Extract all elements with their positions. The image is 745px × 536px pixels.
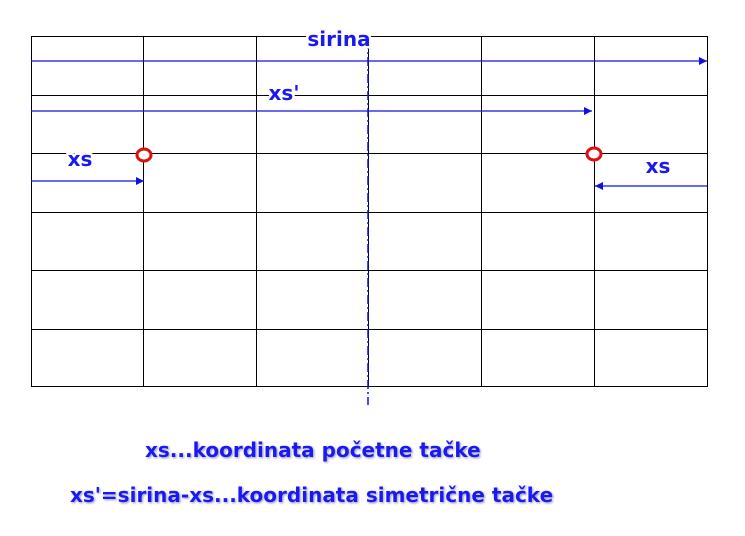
start-coord-label-left: xs xyxy=(68,147,93,171)
width-label: sirina xyxy=(307,27,370,51)
mirrored-coord-label: xs' xyxy=(269,81,300,105)
grid-border xyxy=(31,36,708,387)
start-point-caption: xs...koordinata početne tačke xyxy=(145,438,481,462)
grid-table xyxy=(31,36,708,387)
start-point-marker xyxy=(135,147,153,163)
symmetric-point-marker xyxy=(585,146,603,162)
symmetric-point-caption: xs'=sirina-xs...koordinata simetrične ta… xyxy=(70,483,554,507)
start-coord-label-right: xs xyxy=(646,154,671,178)
